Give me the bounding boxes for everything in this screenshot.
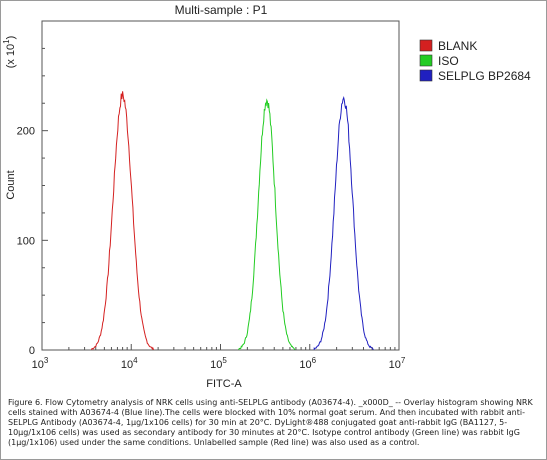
legend-label: SELPLG BP2684 [438, 69, 531, 83]
legend-label: BLANK [438, 39, 477, 53]
y-multiplier-exp: 1 [2, 39, 11, 44]
chart-title: Multi-sample : P1 [175, 3, 268, 17]
legend-swatch [419, 69, 433, 82]
y-tick-label: 200 [17, 126, 35, 138]
y-multiplier: (x 101) [2, 36, 17, 69]
x-tick-label: 106 [299, 356, 316, 371]
x-axis: 103 104 105 106 107 [32, 344, 406, 371]
x-tick-label: 105 [210, 356, 227, 371]
y-axis: 0 100 200 [17, 47, 48, 357]
y-multiplier-close: ) [5, 36, 17, 40]
plot-area [41, 20, 400, 351]
figure-caption: Figure 6. Flow Cytometry analysis of NRK… [8, 398, 533, 447]
y-multiplier-base: (x 10 [5, 44, 17, 68]
histogram-curves [91, 91, 374, 350]
legend-label: ISO [438, 54, 459, 68]
y-axis-label: Count [5, 170, 17, 199]
svg-text:(x 101): (x 101) [2, 36, 17, 69]
histogram-series-blank [91, 91, 154, 350]
x-tick-label: 107 [389, 356, 406, 371]
histogram-series-selplg-bp2684 [313, 96, 374, 350]
x-axis-label: FITC-A [206, 378, 242, 390]
y-tick-label: 100 [17, 235, 35, 247]
x-tick-label: 104 [121, 356, 138, 371]
legend-swatch [419, 39, 433, 52]
y-tick-label: 0 [29, 345, 35, 357]
histogram-series-iso [238, 98, 296, 350]
x-tick-label: 103 [32, 356, 49, 371]
legend-swatch [419, 54, 433, 67]
flow-cytometry-histogram: Multi-sample : P1 (x 101) Count FITC-A 0… [2, 3, 531, 390]
